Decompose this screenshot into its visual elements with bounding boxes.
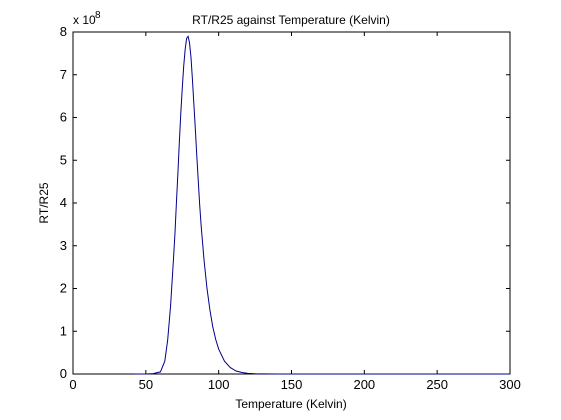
y-tick-label: 1 [60, 323, 67, 338]
x-tick-label: 250 [426, 377, 448, 392]
series-layer [134, 35, 510, 375]
y-ticks: 0 1 2 3 4 5 6 7 8 [60, 24, 510, 381]
y-tick-label: 2 [60, 281, 67, 296]
y-tick-label: 4 [60, 195, 67, 210]
y-multiplier-exponent: 8 [95, 10, 101, 21]
y-tick-label: 5 [60, 152, 67, 167]
y-multiplier-label: x 10 [73, 13, 96, 27]
plot-area [72, 31, 511, 375]
y-tick-label: 8 [60, 24, 67, 39]
y-tick-label: 6 [60, 110, 67, 125]
y-tick-label: 7 [60, 67, 67, 82]
x-tick-label: 200 [353, 377, 375, 392]
x-ticks: 0 50 100 150 200 250 300 [69, 32, 521, 392]
x-tick-label: 0 [69, 377, 76, 392]
chart-title: RT/R25 against Temperature (Kelvin) [192, 13, 390, 27]
x-tick-label: 300 [499, 377, 521, 392]
x-tick-label: 100 [208, 377, 230, 392]
x-tick-label: 150 [281, 377, 303, 392]
y-tick-label: 3 [60, 238, 67, 253]
series-line [134, 35, 510, 375]
x-tick-label: 50 [139, 377, 153, 392]
x-axis-label: Temperature (Kelvin) [235, 397, 346, 411]
y-axis-label: RT/R25 [37, 182, 51, 223]
y-tick-label: 0 [60, 366, 67, 381]
